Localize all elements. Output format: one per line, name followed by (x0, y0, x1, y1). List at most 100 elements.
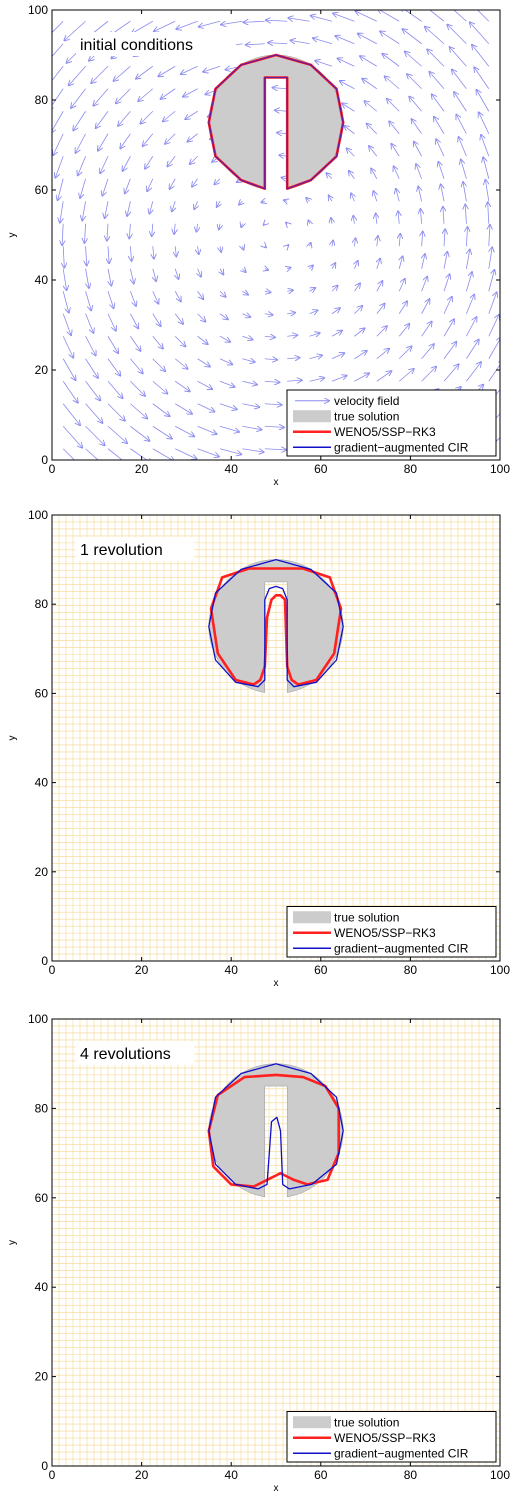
velocity-arrow (287, 245, 288, 246)
x-tick-label: 60 (314, 963, 328, 977)
velocity-arrow (220, 246, 221, 252)
velocity-arrow (221, 20, 243, 24)
velocity-arrow (354, 306, 362, 315)
velocity-arrow (466, 250, 469, 269)
velocity-arrow (311, 16, 333, 22)
velocity-arrow (488, 202, 489, 224)
velocity-arrow (152, 223, 153, 236)
velocity-arrow (52, 66, 64, 82)
velocity-arrow (62, 268, 66, 290)
velocity-arrow (382, 54, 400, 67)
y-tick-label: 20 (35, 865, 49, 879)
velocity-arrow (107, 403, 125, 421)
y-tick-label: 60 (35, 183, 49, 197)
velocity-arrow (453, 10, 467, 22)
velocity-arrow (73, 111, 86, 130)
velocity-arrow (443, 342, 456, 359)
velocity-arrow (219, 425, 239, 432)
velocity-arrow (85, 448, 99, 460)
legend-entry-label: WENO5/SSP−RK3 (334, 425, 436, 439)
velocity-arrow (488, 360, 500, 382)
velocity-arrow (170, 178, 176, 189)
velocity-arrow (242, 404, 259, 407)
velocity-arrow (310, 265, 313, 268)
velocity-arrow (367, 124, 378, 135)
velocity-arrow (145, 156, 154, 168)
velocity-arrow (138, 88, 154, 101)
velocity-arrow (62, 291, 69, 312)
velocity-arrow (242, 291, 248, 294)
velocity-arrow (376, 371, 392, 382)
velocity-arrow (466, 362, 481, 382)
velocity-arrow (488, 337, 500, 359)
velocity-arrow (332, 241, 333, 247)
velocity-arrow (62, 425, 82, 447)
x-axis-label: x (274, 477, 279, 488)
velocity-arrow (432, 94, 445, 112)
velocity-arrow (369, 146, 378, 157)
velocity-arrow (349, 171, 355, 179)
velocity-arrow (344, 126, 355, 135)
x-tick-label: 0 (49, 1468, 56, 1482)
velocity-arrow (242, 359, 254, 362)
velocity-arrow (62, 358, 75, 380)
velocity-arrow (354, 283, 360, 292)
velocity-arrow (421, 277, 428, 292)
velocity-arrow (481, 135, 490, 157)
velocity-arrow (96, 111, 109, 128)
velocity-arrow (376, 349, 389, 360)
velocity-arrow (197, 425, 217, 434)
velocity-arrow (161, 88, 176, 99)
velocity-arrow (376, 214, 377, 224)
velocity-arrow (354, 351, 366, 360)
velocity-arrow (340, 81, 355, 90)
axes-box (51, 514, 501, 962)
velocity-arrow (102, 178, 109, 196)
panel-initial-conditions: 0 20 40 60 80 100 0 20 40 60 80 100 x y initial condit… (7, 3, 510, 488)
velocity-arrow (175, 246, 176, 256)
velocity-arrow (242, 246, 243, 249)
y-tick-label: 80 (35, 1101, 49, 1115)
velocity-arrow (332, 263, 335, 269)
velocity-arrow (183, 88, 198, 97)
annotation-background (76, 1041, 194, 1065)
velocity-arrow (152, 380, 168, 393)
velocity-arrow (143, 133, 154, 146)
velocity-arrow (93, 88, 109, 106)
velocity-arrow (149, 201, 152, 213)
velocity-arrow (331, 331, 342, 337)
legend-entry-label: true solution (334, 409, 399, 423)
velocity-arrow (120, 133, 131, 149)
legend-swatch-true-solution (293, 1416, 331, 1429)
velocity-arrow (107, 223, 108, 241)
y-tick-label: 20 (35, 1370, 49, 1384)
velocity-arrow (108, 246, 109, 263)
velocity-arrow (371, 169, 378, 179)
velocity-arrow (405, 52, 422, 67)
velocity-arrow (158, 65, 176, 76)
annotation-label: initial conditions (80, 37, 193, 54)
velocity-arrow (315, 61, 333, 67)
velocity-arrow (165, 133, 176, 144)
velocity-arrow (52, 88, 64, 110)
velocity-arrow (450, 47, 467, 67)
y-tick-label: 20 (35, 363, 49, 377)
velocity-arrow (472, 45, 490, 67)
velocity-arrow (477, 10, 490, 22)
velocity-arrow (219, 403, 237, 410)
velocity-arrow (175, 448, 196, 459)
velocity-arrow (353, 216, 354, 224)
velocity-arrow (107, 336, 118, 353)
velocity-arrow (85, 358, 98, 378)
annotation-label: 1 revolution (80, 542, 163, 559)
velocity-arrow (465, 205, 466, 224)
velocity-arrow (52, 111, 64, 132)
velocity-arrow (377, 259, 380, 269)
velocity-arrow (427, 49, 445, 67)
legend: true solution WENO5/SSP−RK3gradient−augme… (286, 906, 497, 958)
y-axis-label: y (7, 233, 18, 238)
velocity-arrow (360, 56, 378, 67)
velocity-arrow (309, 355, 322, 358)
velocity-arrow (100, 156, 109, 173)
y-tick-label: 80 (35, 93, 49, 107)
